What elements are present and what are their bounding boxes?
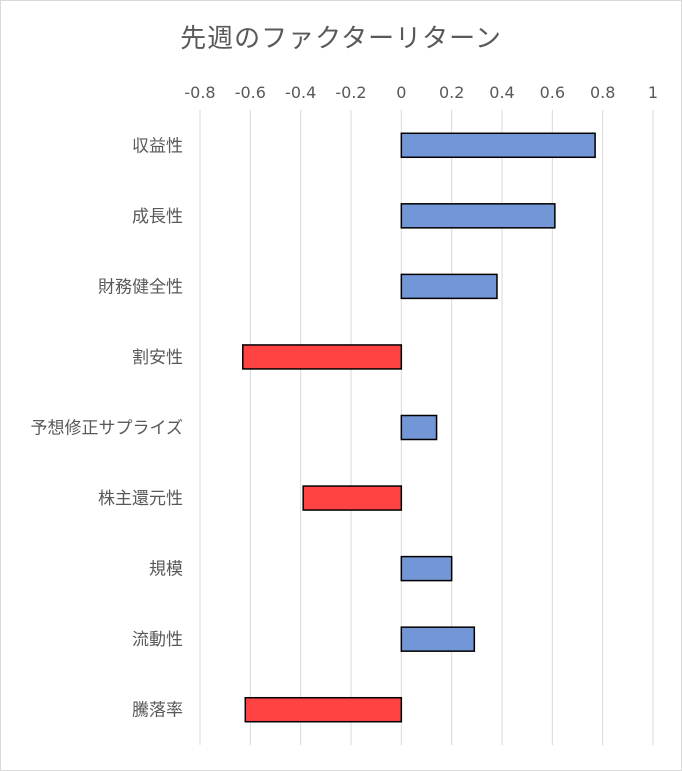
chart-title: 先週のファクターリターン <box>180 24 502 54</box>
bar <box>400 555 453 582</box>
category-label: 騰落率 <box>132 701 183 721</box>
x-tick-label: -0.8 <box>184 83 215 102</box>
category-label: 財務健全性 <box>98 277 183 297</box>
category-label: 規模 <box>149 560 183 580</box>
x-tick-label: 0.6 <box>540 83 565 102</box>
x-tick-label: -0.2 <box>335 83 366 102</box>
x-tick-label: 0.8 <box>590 83 615 102</box>
bar <box>400 203 556 229</box>
x-tick-label: -0.6 <box>235 83 266 102</box>
category-label: 収益性 <box>132 136 183 156</box>
bar <box>400 132 596 159</box>
x-tick-label: -0.4 <box>285 83 316 102</box>
x-tick-label: 0 <box>396 83 406 102</box>
category-label: 予想修正サプライズ <box>31 419 184 439</box>
category-label: 流動性 <box>132 630 183 650</box>
bar <box>242 344 403 370</box>
x-tick-label: 0.4 <box>489 83 514 102</box>
bar <box>244 696 403 723</box>
category-label: 株主還元性 <box>98 489 183 509</box>
x-tick-label: 1 <box>648 83 658 102</box>
category-label: 成長性 <box>132 207 183 227</box>
bar <box>400 273 498 300</box>
category-label: 割安性 <box>132 348 183 368</box>
bar <box>400 414 438 441</box>
bar <box>400 626 476 652</box>
bar <box>302 485 403 511</box>
x-tick-label: 0.2 <box>439 83 464 102</box>
